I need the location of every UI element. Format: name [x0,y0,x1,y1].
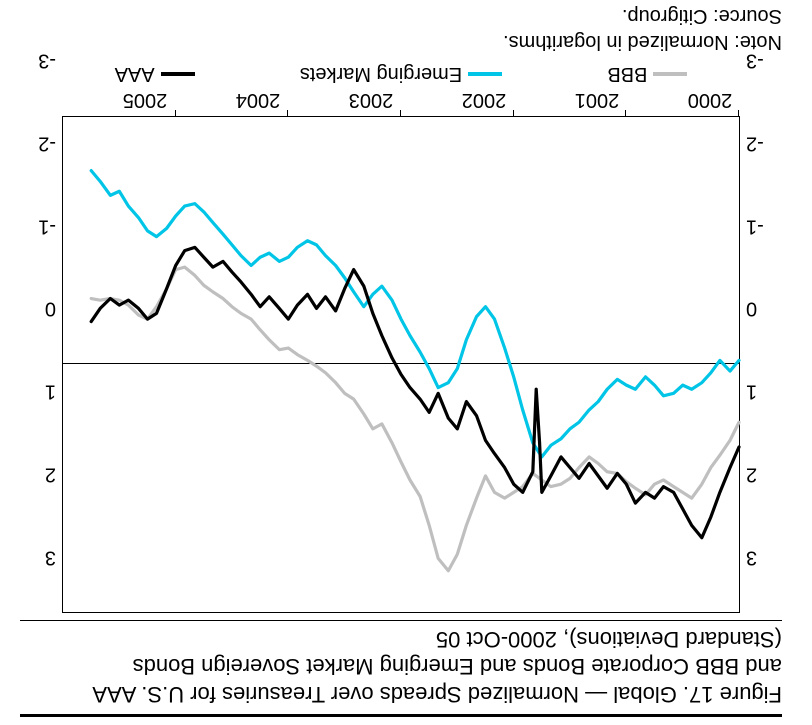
chart-legend: BBB Emerging Markets AAA [62,60,740,88]
legend-item-emerging-markets: Emerging Markets [300,63,502,86]
x-tickmark-2003 [400,110,401,117]
legend-swatch [653,72,687,76]
legend-item-bbb: BBB [607,63,687,86]
x-tick-2000: 2000 [688,88,733,111]
x-tickmark-2005 [175,110,176,117]
title-line-2: and BBB Corporate Bonds and Emerging Mar… [20,653,782,681]
x-tick-2001: 2001 [575,88,620,111]
y-tick-left--2: -2 [746,131,778,154]
legend-label: BBB [607,63,647,86]
x-tickmark-2004 [287,110,288,117]
x-tick-2003: 2003 [349,88,394,111]
y-tick-left-3: 3 [746,546,778,569]
x-tick-2005: 2005 [123,88,168,111]
title-line-3: (Standard Deviations), 2000-Oct 05 [20,626,782,654]
x-tickmark-2000 [738,110,739,117]
legend-swatch [468,72,502,76]
series-svg [63,117,739,612]
series-emerging-markets [91,171,739,457]
legend-label: AAA [115,63,155,86]
y-tick-right--2: -2 [24,131,56,154]
y-tick-right-3: 3 [24,546,56,569]
y-tick-right--1: -1 [24,214,56,237]
footnote-normalization: Note: Normalized in logarithms. [503,30,782,53]
series-bbb [91,267,739,571]
x-tickmark-2001 [625,110,626,117]
legend-swatch [161,72,195,76]
plot-box [62,116,740,613]
figure-title-block: Figure 17. Global — Normalized Spreads o… [20,621,782,718]
y-tick-left-0: 0 [746,297,778,320]
title-line-1: Figure 17. Global — Normalized Spreads o… [20,681,782,709]
flipped-container: Figure 17. Global — Normalized Spreads o… [0,0,812,725]
series-aaa [91,247,739,537]
y-tick-right-2: 2 [24,463,56,486]
y-tick-left-1: 1 [746,380,778,403]
y-tick-right-0: 0 [24,297,56,320]
legend-item-aaa: AAA [115,63,195,86]
y-tick-left--1: -1 [746,214,778,237]
x-tickmark-2002 [513,110,514,117]
x-tick-2002: 2002 [462,88,507,111]
chart-area: BBBEmerging MarketsAAA 33221100-1-1-2-2-… [20,60,782,613]
y-tick-right-1: 1 [24,380,56,403]
legend-label: Emerging Markets [300,63,462,86]
y-tick-right--3: -3 [24,49,56,72]
x-tick-2004: 2004 [236,88,281,111]
footnote-source: Source: Citigroup. [622,4,782,27]
y-tick-left-2: 2 [746,463,778,486]
